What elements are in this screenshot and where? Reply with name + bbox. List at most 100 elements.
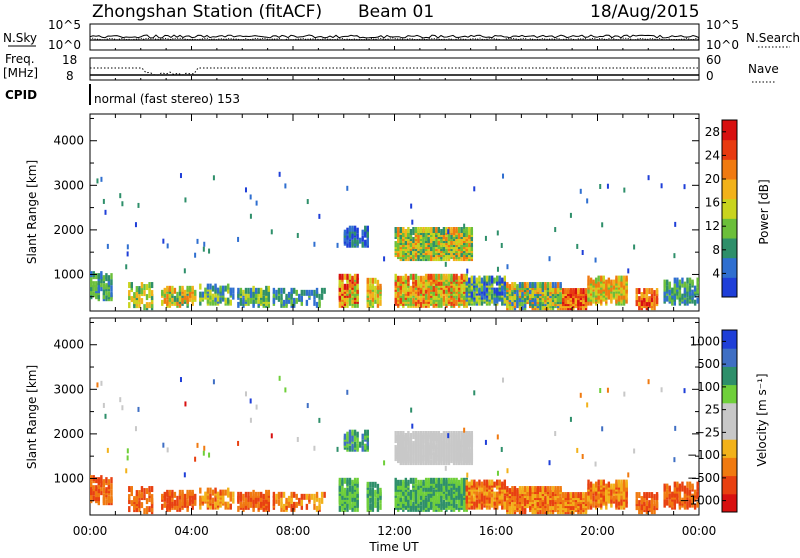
velocity-cell — [351, 485, 354, 492]
velocity-cell — [148, 490, 151, 497]
velocity-cell — [673, 487, 677, 494]
power-cell — [199, 283, 202, 290]
velocity-cell — [523, 486, 527, 493]
velocity-cell — [348, 477, 352, 484]
power-cell — [202, 246, 205, 252]
power-cell — [161, 299, 164, 306]
power-cell — [249, 297, 253, 304]
power-cell — [473, 291, 476, 298]
velocity-cell — [163, 501, 166, 508]
velocity-cell — [277, 491, 281, 498]
power-cell — [506, 294, 509, 301]
power-cell — [412, 253, 415, 260]
velocity-cell — [534, 486, 537, 493]
power-cell — [442, 273, 446, 280]
power-cell — [320, 293, 324, 300]
power-cell — [549, 282, 552, 289]
power-cell — [247, 287, 250, 294]
velocity-cell — [379, 503, 382, 510]
power-cell — [447, 235, 451, 242]
power-cell — [204, 287, 207, 294]
velocity-cell — [369, 481, 372, 488]
power-cell — [346, 227, 349, 234]
velocity-cell — [465, 483, 468, 490]
velocity-cell — [353, 477, 357, 484]
power-cell — [594, 257, 597, 263]
power-cell — [511, 290, 514, 297]
power-cell — [338, 273, 342, 280]
power-cell — [622, 275, 626, 282]
power-cell — [119, 193, 122, 199]
velocity-cell — [348, 445, 352, 452]
velocity-cell — [696, 481, 699, 488]
power-cell — [600, 275, 603, 282]
velocity-cell — [346, 487, 349, 494]
velocity-cell — [168, 499, 172, 506]
velocity-cell — [671, 501, 674, 508]
power-cell — [402, 275, 405, 282]
velocity-cell — [336, 446, 339, 452]
power-colorbar-label: 4 — [712, 266, 720, 280]
power-cell — [468, 285, 471, 292]
power-cell — [107, 275, 111, 282]
velocity-cell — [171, 489, 174, 496]
power-cell — [574, 296, 578, 303]
power-cell — [419, 281, 423, 288]
velocity-cell — [95, 495, 98, 502]
power-cell — [414, 251, 418, 258]
velocity-cell — [437, 505, 441, 512]
power-cell — [371, 283, 375, 290]
power-cell — [244, 293, 248, 300]
velocity-cell — [126, 455, 129, 461]
velocity-cell — [183, 493, 187, 500]
power-cell — [138, 296, 141, 303]
velocity-cell — [508, 508, 512, 515]
velocity-cell — [648, 492, 651, 499]
velocity-cell — [97, 491, 101, 498]
velocity-cell — [224, 489, 227, 496]
velocity-cell — [432, 477, 435, 484]
velocity-cell — [376, 487, 380, 494]
velocity-cell — [105, 487, 108, 494]
velocity-cell — [612, 495, 616, 502]
velocity-cell — [394, 495, 397, 502]
velocity-cell — [244, 391, 247, 397]
velocity-cell — [92, 489, 95, 496]
velocity-cell — [221, 493, 225, 500]
nave-top-tick: 60 — [706, 53, 721, 67]
velocity-cell — [587, 479, 590, 486]
power-cell — [186, 295, 189, 302]
velocity-cell — [315, 505, 319, 512]
velocity-cell — [178, 489, 182, 496]
power-cell — [508, 304, 512, 311]
power-cell — [660, 183, 663, 189]
power-cell — [490, 275, 494, 282]
power-cell — [249, 291, 253, 298]
power-cell — [260, 297, 263, 304]
velocity-cell — [130, 486, 133, 493]
velocity-cell — [638, 500, 641, 507]
power-cell — [475, 295, 479, 302]
power-cell — [523, 296, 527, 303]
velocity-cell — [341, 497, 344, 504]
power-cell — [594, 277, 598, 284]
power-cell — [493, 287, 496, 294]
power-cell — [397, 275, 400, 282]
power-cell — [688, 289, 692, 296]
velocity-cell — [432, 493, 435, 500]
power-cell — [282, 287, 286, 294]
velocity-cell — [465, 435, 468, 442]
power-cell — [584, 294, 588, 301]
velocity-cell — [417, 501, 420, 508]
power-cell — [341, 273, 344, 280]
power-cell — [351, 239, 354, 246]
power-cell — [457, 233, 461, 240]
velocity-cell — [430, 445, 433, 452]
velocity-cell — [128, 498, 131, 505]
velocity-cell — [260, 491, 263, 498]
velocity-cell — [397, 489, 400, 496]
power-cell — [260, 291, 263, 298]
velocity-cell — [366, 429, 369, 436]
velocity-cell — [681, 481, 684, 488]
